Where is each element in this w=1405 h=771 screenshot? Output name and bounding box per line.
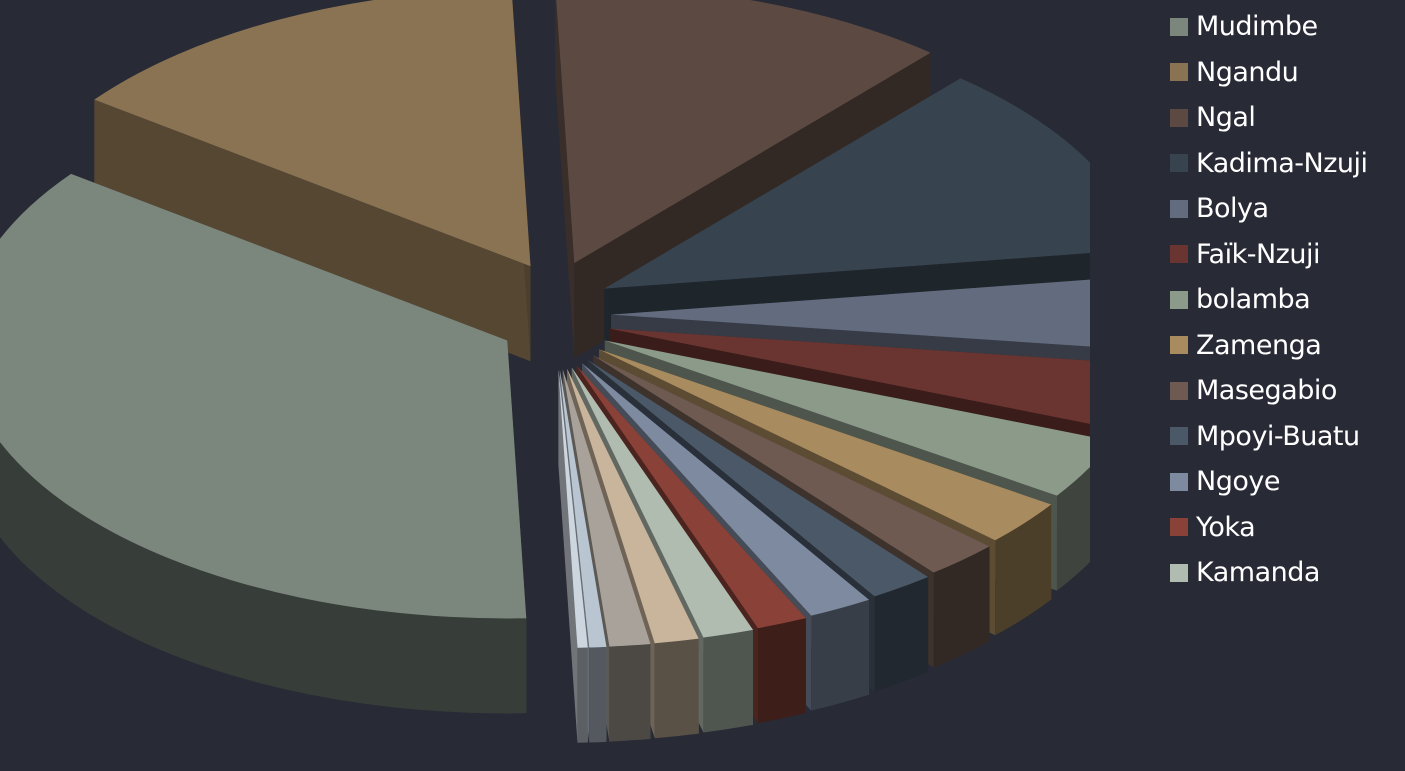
pie-slice-rim — [811, 599, 869, 711]
pie-slice-rim — [703, 629, 754, 733]
legend-label: Kamanda — [1196, 557, 1320, 589]
pie-slice — [0, 173, 527, 714]
legend-label: Faïk-Nzuji — [1196, 238, 1320, 270]
pie-slice-top — [604, 340, 1090, 496]
pie-slice-top — [571, 367, 754, 638]
pie-slice-rim — [609, 643, 651, 742]
legend-swatch — [1170, 63, 1188, 82]
pie-slice-rim — [0, 442, 527, 714]
pie-slice-top — [94, 0, 531, 267]
legend-item: Yoka — [1170, 505, 1405, 551]
legend-swatch — [1170, 108, 1188, 127]
pie-slice-wall — [555, 0, 575, 359]
legend-item: Masegabio — [1170, 368, 1405, 414]
legend-item: bolamba — [1170, 277, 1405, 323]
pie-slice — [558, 369, 588, 743]
legend-label: Ngal — [1196, 102, 1256, 134]
legend-label: Masegabio — [1196, 375, 1337, 407]
legend-swatch — [1170, 336, 1188, 355]
legend-swatch — [1170, 245, 1188, 264]
legend-item: Bolya — [1170, 186, 1405, 232]
pie-chart — [0, 0, 1090, 743]
pie-slice-rim — [874, 577, 929, 692]
legend-swatch — [1170, 518, 1188, 537]
legend-swatch — [1170, 427, 1188, 446]
legend-item: Mpoyi-Buatu — [1170, 414, 1405, 460]
pie-slice-rim — [589, 646, 607, 743]
legend-label: Yoka — [1196, 511, 1256, 543]
legend-swatch — [1170, 17, 1188, 36]
legend-item: Ngoye — [1170, 459, 1405, 505]
pie-slice-rim — [757, 618, 806, 724]
legend-swatch — [1170, 154, 1188, 173]
legend-item: Mudimbe — [1170, 4, 1405, 50]
pie-slice-wall — [94, 99, 531, 362]
pie-slice-rim — [654, 638, 699, 739]
legend-label: Ngandu — [1196, 56, 1299, 88]
legend-swatch — [1170, 199, 1188, 218]
legend-label: bolamba — [1196, 284, 1311, 316]
legend-swatch — [1170, 381, 1188, 400]
legend-item: Faïk-Nzuji — [1170, 232, 1405, 278]
legend-label: Mpoyi-Buatu — [1196, 420, 1360, 452]
pie-slice-rim — [995, 504, 1052, 636]
pie-slice-top — [576, 365, 806, 629]
pie-slice-top — [558, 369, 588, 648]
pie-slice-rim — [577, 647, 588, 743]
legend-label: Bolya — [1196, 193, 1269, 225]
legend-label: Zamenga — [1196, 329, 1322, 361]
legend-label: Kadima-Nzuji — [1196, 147, 1368, 179]
pie-slice-top — [598, 349, 1052, 541]
legend-item: Kadima-Nzuji — [1170, 141, 1405, 187]
pie-slice-top — [562, 369, 651, 647]
legend-item: Kamanda — [1170, 550, 1405, 596]
pie-slice-top — [587, 359, 929, 597]
legend-swatch — [1170, 563, 1188, 582]
legend-swatch — [1170, 290, 1188, 309]
legend-item: Ngandu — [1170, 50, 1405, 96]
legend: Mudimbe Ngandu Ngal Kadima-Nzuji Bolya F… — [1170, 4, 1405, 771]
pie-slice-rim — [1056, 466, 1090, 591]
pie-slice-top — [609, 328, 1090, 424]
legend-item: Zamenga — [1170, 323, 1405, 369]
legend-item: Ngal — [1170, 95, 1405, 141]
pie-slice-top — [567, 368, 699, 644]
pie-slice-rim — [933, 546, 990, 668]
pie-slice — [94, 0, 531, 362]
pie-slice-top — [593, 355, 990, 573]
pie-slice-top — [604, 78, 1090, 289]
pie-slice-wall — [558, 369, 578, 743]
pie-slice-top — [556, 0, 931, 264]
legend-label: Mudimbe — [1196, 11, 1318, 43]
legend-label: Ngoye — [1196, 466, 1280, 498]
pie-slice-top — [582, 363, 869, 616]
pie-slice-top — [0, 173, 527, 619]
pie-slice-top — [610, 279, 1090, 347]
legend-swatch — [1170, 472, 1188, 491]
pie-slice-top — [559, 369, 607, 648]
